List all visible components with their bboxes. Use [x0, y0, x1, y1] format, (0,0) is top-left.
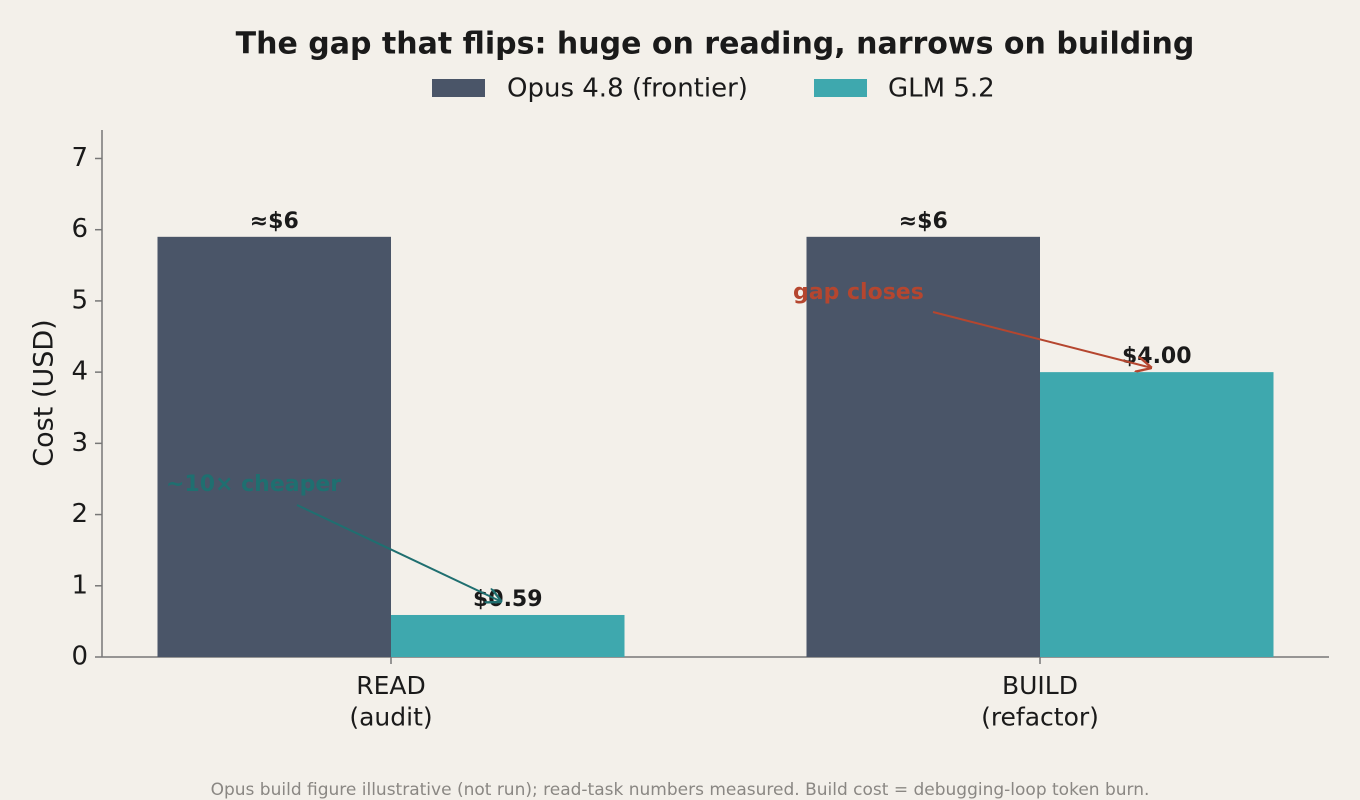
annotation: gap closes: [793, 280, 924, 305]
y-tick-label: 4: [71, 357, 88, 387]
chart-title: The gap that flips: huge on reading, nar…: [236, 27, 1195, 62]
y-tick-label: 6: [71, 214, 88, 244]
legend-label: GLM 5.2: [888, 74, 995, 104]
annotation: ~10× cheaper: [166, 472, 341, 497]
bar: [391, 614, 625, 657]
y-tick-label: 5: [71, 285, 88, 315]
bar: [806, 236, 1040, 657]
bar: [157, 236, 391, 657]
legend-label: Opus 4.8 (frontier): [507, 74, 748, 104]
y-tick-label: 2: [71, 499, 88, 529]
annotation-arrow: [932, 311, 1152, 368]
legend-swatch: [814, 79, 867, 97]
footnote: Opus build figure illustrative (not run)…: [211, 780, 1150, 800]
y-tick-label: 0: [71, 642, 88, 672]
value-label: $4.00: [1122, 344, 1192, 369]
y-axis-label: Cost (USD): [29, 319, 60, 466]
bar: [1040, 372, 1274, 657]
y-tick-label: 7: [71, 143, 88, 173]
value-label: ≈$6: [899, 209, 948, 234]
y-tick-label: 3: [71, 428, 88, 458]
y-tick-label: 1: [71, 570, 88, 600]
x-tick-label: BUILD (refactor): [981, 671, 1099, 731]
x-tick-label: READ (audit): [349, 671, 432, 731]
annotation-arrow: [296, 504, 502, 602]
value-label: ≈$6: [250, 209, 299, 234]
legend-swatch: [432, 79, 485, 97]
value-label: $0.59: [473, 587, 543, 612]
